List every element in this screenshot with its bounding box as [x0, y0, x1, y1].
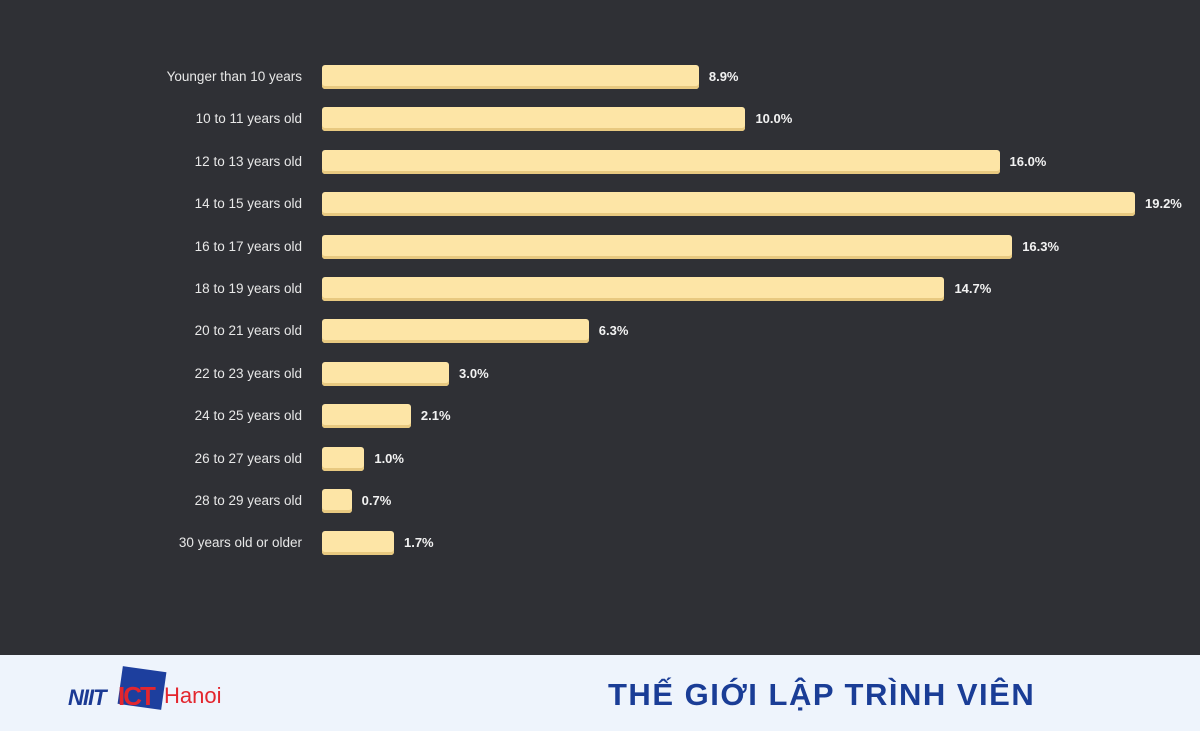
category-label: 16 to 17 years old — [194, 238, 302, 254]
bar — [322, 65, 699, 89]
bar — [322, 234, 1013, 259]
bar — [322, 149, 1000, 174]
bar — [322, 489, 352, 513]
data-label: 1.0% — [374, 450, 404, 466]
logo-hanoi: Hanoi — [164, 683, 222, 708]
logo-ict: ICT — [118, 681, 156, 711]
bar — [322, 404, 411, 429]
bar — [322, 277, 945, 301]
data-label: 16.0% — [1009, 153, 1047, 169]
category-label: 24 to 25 years old — [194, 408, 302, 424]
data-label: 16.3% — [1022, 238, 1060, 254]
category-label: 20 to 21 years old — [194, 323, 302, 339]
logo-niit: NIIT — [68, 685, 107, 710]
bar — [322, 192, 1135, 217]
data-label: 14.7% — [954, 281, 992, 296]
footer-banner: NIIT ICT Hanoi THẾ GIỚI LẬP TRÌNH VIÊN — [0, 655, 1200, 731]
niit-ict-hanoi-logo: NIIT ICT Hanoi — [68, 666, 228, 717]
bar — [322, 531, 394, 556]
category-label: 14 to 15 years old — [194, 196, 302, 212]
category-label: 10 to 11 years old — [195, 111, 302, 127]
age-bar-chart: Younger than 10 years 8.9% 10 to 11 years … — [166, 65, 1182, 556]
category-label: 18 to 19 years old — [194, 281, 302, 296]
data-label: 2.1% — [420, 408, 451, 424]
data-label: 3.0% — [459, 365, 489, 381]
slogan: THẾ GIỚI LẬP TRÌNH VIÊN — [608, 677, 1036, 712]
data-label: 19.2% — [1145, 196, 1182, 212]
data-label: 8.9% — [708, 69, 739, 84]
bar — [322, 319, 589, 344]
bar — [322, 446, 365, 471]
data-label: 1.7% — [403, 535, 434, 551]
data-label: 6.3% — [598, 323, 629, 339]
category-label: 28 to 29 years old — [194, 493, 302, 508]
category-label: 30 years old or older — [178, 535, 302, 551]
category-label: Younger than 10 years — [166, 69, 302, 84]
data-label: 10.0% — [755, 111, 793, 127]
category-label: 26 to 27 years old — [194, 450, 302, 466]
category-label: 12 to 13 years old — [194, 153, 302, 169]
category-label: 22 to 23 years old — [194, 365, 302, 381]
bar — [322, 107, 746, 132]
bar — [322, 361, 450, 386]
data-label: 0.7% — [361, 493, 392, 508]
